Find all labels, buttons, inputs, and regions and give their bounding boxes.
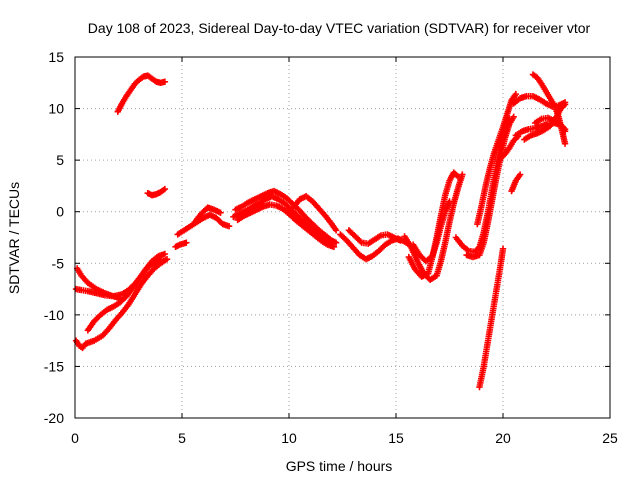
y-tick-label: 5 xyxy=(56,152,64,168)
data-point xyxy=(561,140,569,147)
data-point xyxy=(163,255,171,263)
series-t1 xyxy=(72,255,171,352)
x-tick-label: 20 xyxy=(495,430,511,446)
series-t12 xyxy=(234,201,338,250)
y-axis-label: SDTVAR / TECUs xyxy=(6,182,22,294)
series-t13 xyxy=(290,193,340,234)
x-tick-label: 10 xyxy=(281,430,297,446)
data-point xyxy=(161,185,169,193)
data-point xyxy=(332,239,340,246)
y-tick-label: -15 xyxy=(44,358,64,374)
data-point xyxy=(217,209,224,216)
y-tick-label: -20 xyxy=(44,410,64,426)
series-t6 xyxy=(144,185,169,199)
series-t7 xyxy=(172,239,190,250)
y-tick-label: 15 xyxy=(48,49,64,65)
series-t22 xyxy=(476,245,507,391)
x-axis-label: GPS time / hours xyxy=(286,458,393,474)
series-t4 xyxy=(84,250,169,334)
series-t28 xyxy=(521,101,569,143)
data-point xyxy=(161,250,169,258)
data-point xyxy=(446,198,453,205)
series-t21 xyxy=(474,90,520,228)
data-point xyxy=(161,78,169,85)
data-point xyxy=(397,237,404,244)
data-point xyxy=(225,222,233,230)
x-tick-label: 25 xyxy=(602,430,618,446)
data-point xyxy=(516,171,524,178)
data-point xyxy=(357,238,364,245)
y-tick-label: 10 xyxy=(48,101,64,117)
data-point xyxy=(499,245,507,253)
series-t15 xyxy=(345,227,404,247)
data-point xyxy=(330,243,338,250)
data-point xyxy=(561,128,569,135)
plot-frame xyxy=(74,56,611,419)
x-tick-label: 15 xyxy=(388,430,404,446)
data-point xyxy=(561,101,569,108)
x-tick-label: 0 xyxy=(71,430,79,446)
data-point xyxy=(454,173,462,180)
series-t18 xyxy=(409,198,453,265)
series-t29 xyxy=(531,114,569,135)
data-point xyxy=(512,90,520,98)
series-layer xyxy=(72,71,569,391)
data-point xyxy=(183,239,190,246)
chart-title: Day 108 of 2023, Sidereal Day-to-day VTE… xyxy=(88,20,591,36)
series-t23 xyxy=(497,133,522,162)
series-t8 xyxy=(174,211,233,238)
y-tick-label: -10 xyxy=(44,307,64,323)
data-point xyxy=(510,113,517,121)
series-t5 xyxy=(114,72,169,115)
y-tick-label: -5 xyxy=(52,255,65,271)
data-point xyxy=(459,171,466,178)
data-point xyxy=(332,227,340,234)
series-t9 xyxy=(191,204,224,226)
axis-layer: 0 5 10 15 20 25 -20 -15 -10 -5 0 5 10 15 xyxy=(44,49,618,446)
series-t24 xyxy=(508,171,524,195)
x-tick-label: 5 xyxy=(178,430,186,446)
y-tick-label: 0 xyxy=(56,204,64,220)
